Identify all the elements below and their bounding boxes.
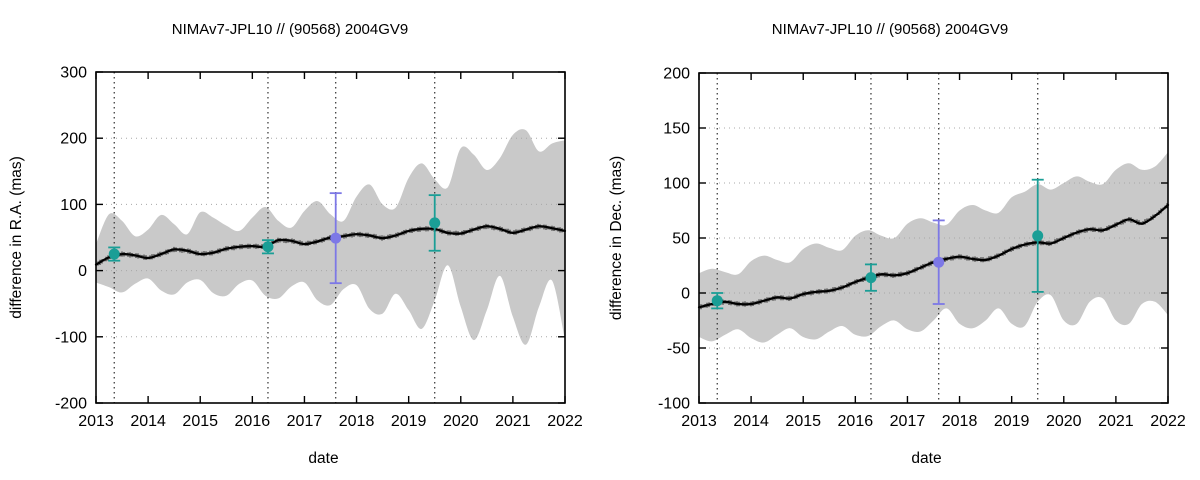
plot-ra-container: 2013 2014 2015 2016 2017 2018 2019 2020 2021 2022… [8,21,583,467]
x-tick-label: 2018 [942,413,978,430]
observation-point [711,295,723,307]
y-tick-label: 0 [78,263,87,280]
y-tick-label: 100 [663,176,690,193]
y-tick-label: 200 [60,131,87,148]
y-tick-label: 300 [60,65,87,82]
y-tick-label: -100 [658,396,690,413]
x-tick-label: 2017 [890,413,926,430]
y-tick-label: -50 [667,341,690,358]
x-tick-label: 2017 [287,413,323,430]
x-tick-label: 2014 [733,413,769,430]
ra-plot-svg: 2013 2014 2015 2016 2017 2018 2019 2020 2021 2022… [8,21,583,467]
x-tick-label: 2016 [838,413,874,430]
x-axis-label: date [308,450,338,467]
x-tick-label: 2022 [547,413,583,430]
observation-point [865,272,877,284]
y-axis-label: difference in R.A. (mas) [8,156,25,319]
uncertainty-band [699,152,1168,343]
x-tick-label: 2020 [443,413,479,430]
x-tick-label: 2019 [994,413,1030,430]
x-tick-label: 2016 [235,413,271,430]
observation-point [108,248,120,260]
x-tick-label: 2021 [495,413,531,430]
y-tick-label: 150 [663,121,690,138]
observation-point [933,256,945,268]
plot-title: NIMAv7-JPL10 // (90568) 2004GV9 [172,21,409,38]
x-tick-label: 2020 [1046,413,1082,430]
x-axis-label: date [911,450,941,467]
plot-title: NIMAv7-JPL10 // (90568) 2004GV9 [772,21,1009,38]
y-tick-label: 0 [681,286,690,303]
x-tick-label: 2014 [130,413,166,430]
observation-point [330,232,342,244]
x-tick-label: 2021 [1098,413,1134,430]
x-tick-label: 2015 [182,413,218,430]
y-tick-label: 200 [663,66,690,83]
y-tick-label: 100 [60,197,87,214]
x-tick-label: 2013 [78,413,114,430]
x-tick-label: 2022 [1150,413,1186,430]
plot-border [95,71,566,404]
y-tick-label: 50 [672,231,690,248]
x-tick-label: 2019 [391,413,427,430]
plot-dec-container: 2013 2014 2015 2016 2017 2018 2019 2020 2021 2022… [600,0,1200,480]
x-tick-label: 2015 [785,413,821,430]
observation-point [262,241,274,253]
y-axis-label: difference in Dec. (mas) [608,156,625,320]
observation-point [429,217,441,229]
dec-plot-svg: 2013 2014 2015 2016 2017 2018 2019 2020 2021 2022… [608,21,1186,467]
y-tick-label: -200 [55,396,87,413]
x-tick-label: 2013 [681,413,717,430]
observation-point [1032,230,1044,242]
x-tick-label: 2018 [339,413,375,430]
y-tick-label: -100 [55,329,87,346]
